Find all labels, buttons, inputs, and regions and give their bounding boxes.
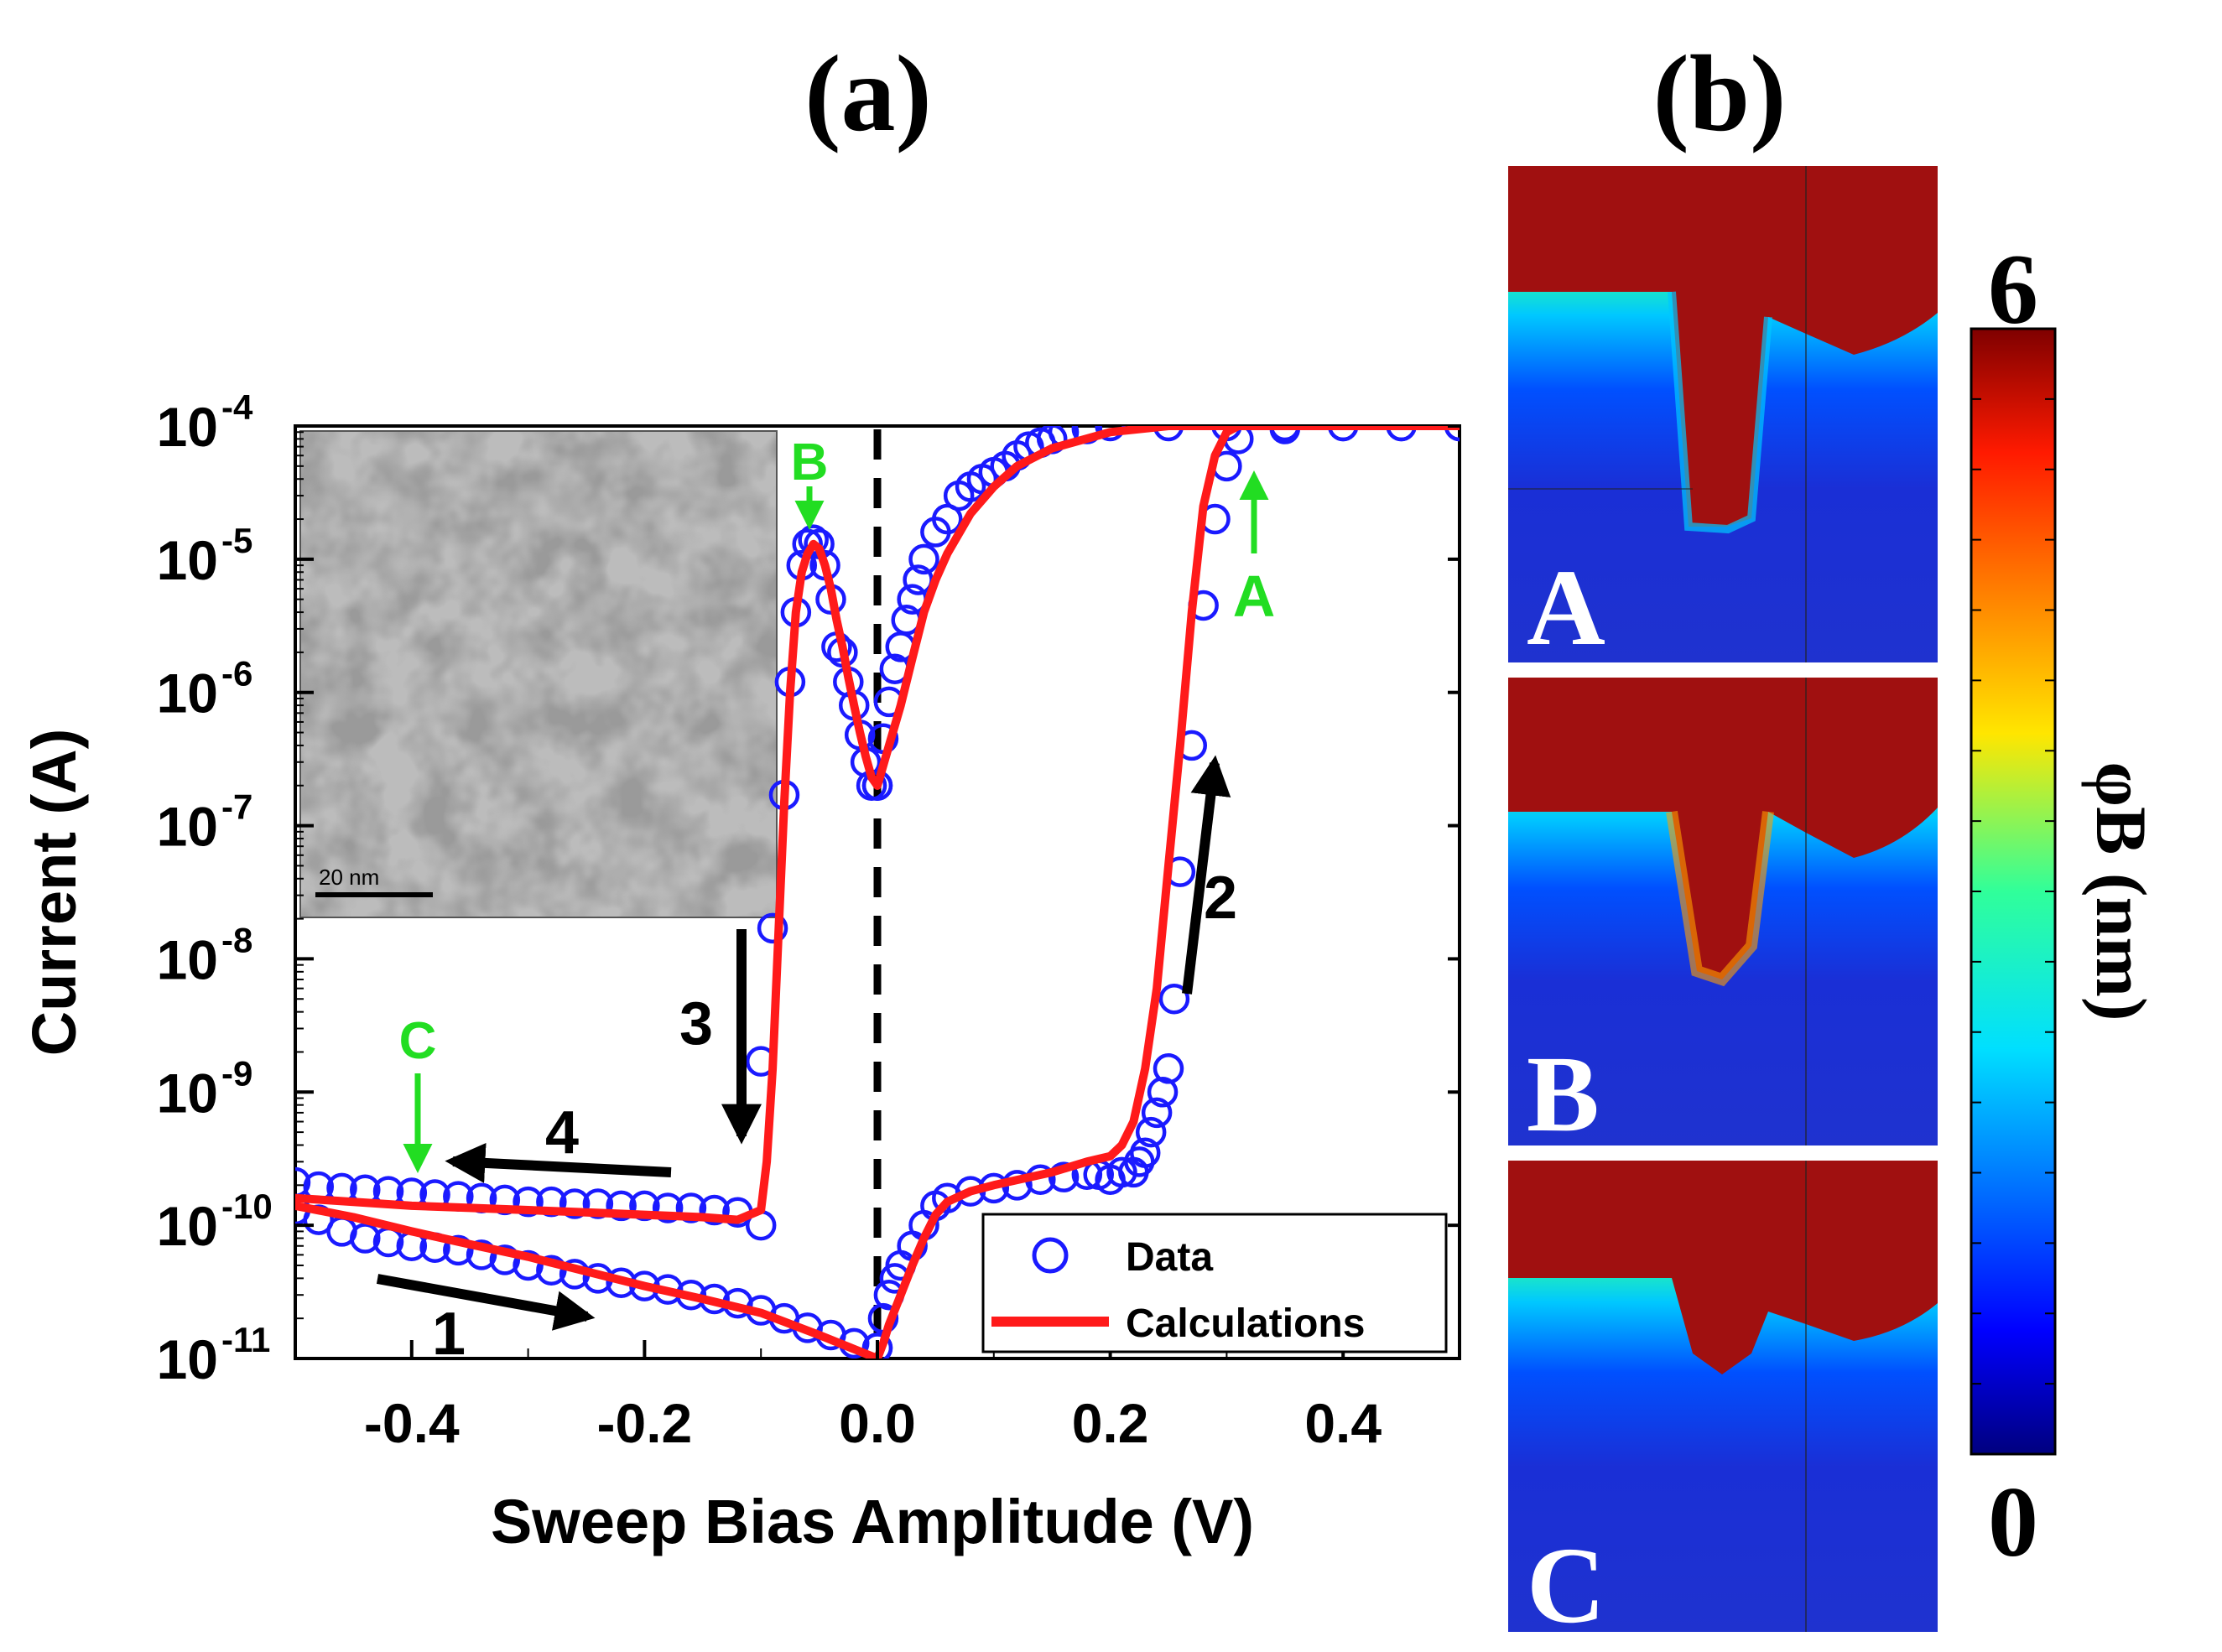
- sweep-arrows: 1 2 3 4: [376, 755, 1237, 1368]
- map-b-label: B: [1527, 1034, 1600, 1155]
- y-tick-label: 10: [157, 529, 218, 591]
- state-markers: A B C: [399, 434, 1276, 1173]
- x-tick-label: -0.2: [597, 1392, 693, 1454]
- y-tick-label: 10: [157, 796, 218, 858]
- data-point: [1048, 1161, 1080, 1192]
- y-tick-exponent: -6: [221, 654, 252, 694]
- y-tick-exponent: -9: [221, 1053, 252, 1093]
- x-tick-label: -0.4: [364, 1392, 460, 1454]
- colorbar-scale: [1970, 327, 2057, 1456]
- map-a: A: [1508, 166, 1938, 668]
- y-tick-label: 10: [157, 1328, 218, 1390]
- data-point: [606, 1190, 637, 1222]
- data-point: [1386, 426, 1417, 442]
- arrow-3-label: 3: [679, 990, 713, 1057]
- y-tick-exponent: -10: [221, 1187, 273, 1226]
- y-tick-label: 10: [157, 1062, 218, 1124]
- calc-curve-4: [295, 1201, 882, 1358]
- data-point: [295, 1166, 311, 1198]
- colorbar: 6 0 φB (nm): [1970, 233, 2162, 1577]
- arrow-1-label: 1: [432, 1301, 466, 1368]
- legend-data-symbol: [1032, 1237, 1069, 1274]
- data-point: [513, 1186, 544, 1218]
- y-tick-exponent: -11: [221, 1320, 270, 1359]
- data-point: [675, 1192, 707, 1223]
- colorbar-min-label: 0: [1988, 1466, 2038, 1577]
- panel-b-label: (b): [1653, 34, 1787, 154]
- marker-b-label: B: [791, 434, 829, 491]
- data-point: [582, 1188, 614, 1219]
- data-point: [1158, 983, 1190, 1015]
- potential-maps: A B C 6 0 φB (nm): [1508, 166, 2162, 1646]
- data-point: [513, 1249, 544, 1281]
- y-tick-exponent: -4: [221, 387, 253, 427]
- data-point: [652, 1192, 684, 1223]
- arrow-4: [445, 1142, 672, 1183]
- y-tick-exponent: -8: [221, 920, 252, 959]
- arrow-4-label: 4: [545, 1099, 579, 1166]
- arrow-1: [376, 1274, 596, 1331]
- data-point: [1147, 1077, 1179, 1108]
- arrow-2: [1182, 755, 1231, 995]
- map-c: C: [1508, 1161, 1938, 1646]
- data-point: [536, 1186, 567, 1218]
- x-tick-label: 0.4: [1304, 1392, 1382, 1454]
- y-tick-label: 10: [157, 396, 218, 458]
- arrow-2-label: 2: [1204, 865, 1237, 932]
- map-b: B: [1508, 678, 1938, 1155]
- legend-calc-label: Calculations: [1126, 1301, 1365, 1346]
- data-point: [1095, 426, 1126, 442]
- calc-curve-2: [873, 426, 1460, 790]
- data-point: [1327, 426, 1359, 442]
- data-point: [1269, 426, 1301, 442]
- data-point: [629, 1190, 660, 1222]
- y-tick-exponent: -5: [221, 521, 252, 560]
- data-point: [861, 1333, 893, 1358]
- map-a-label: A: [1527, 548, 1605, 668]
- data-point: [908, 543, 939, 575]
- y-tick-label: 10: [157, 1195, 218, 1257]
- tem-inset: 20 nm: [299, 430, 778, 918]
- legend-box: [981, 1213, 1448, 1353]
- panel-a-label: (a): [804, 34, 932, 154]
- x-tick-label: 0.2: [1072, 1392, 1149, 1454]
- y-tick-label: 10: [157, 662, 218, 725]
- colorbar-max-label: 6: [1988, 233, 2038, 345]
- calc-curve-3: [873, 426, 1460, 1358]
- marker-c-label: C: [399, 1012, 437, 1070]
- x-tick-label: 0.0: [839, 1392, 916, 1454]
- data-point: [1135, 1116, 1167, 1148]
- x-axis-title: Sweep Bias Amplitude (V): [491, 1487, 1254, 1556]
- y-tick-exponent: -7: [221, 787, 252, 827]
- legend-data-label: Data: [1126, 1235, 1213, 1280]
- legend: Data Calculations: [981, 1213, 1448, 1353]
- scale-bar-label: 20 nm: [319, 865, 379, 890]
- calc-curve-1: [295, 539, 882, 1224]
- iv-chart: 20 nm 10-410-510-610-710-810-910-1010-11…: [19, 387, 1461, 1556]
- data-point: [559, 1188, 591, 1219]
- data-point: [466, 1239, 497, 1270]
- data-point: [1141, 1097, 1173, 1129]
- y-axis-title: Current (A): [19, 729, 89, 1057]
- marker-a-label: A: [1233, 564, 1276, 629]
- data-point: [699, 1194, 730, 1226]
- data-point: [1153, 426, 1184, 442]
- data-point: [443, 1234, 474, 1266]
- data-point: [757, 912, 788, 944]
- colorbar-title: φB (nm): [2081, 761, 2162, 1021]
- y-tick-label: 10: [157, 928, 218, 990]
- data-point: [932, 503, 963, 535]
- map-c-label: C: [1527, 1525, 1605, 1646]
- data-point: [489, 1244, 521, 1275]
